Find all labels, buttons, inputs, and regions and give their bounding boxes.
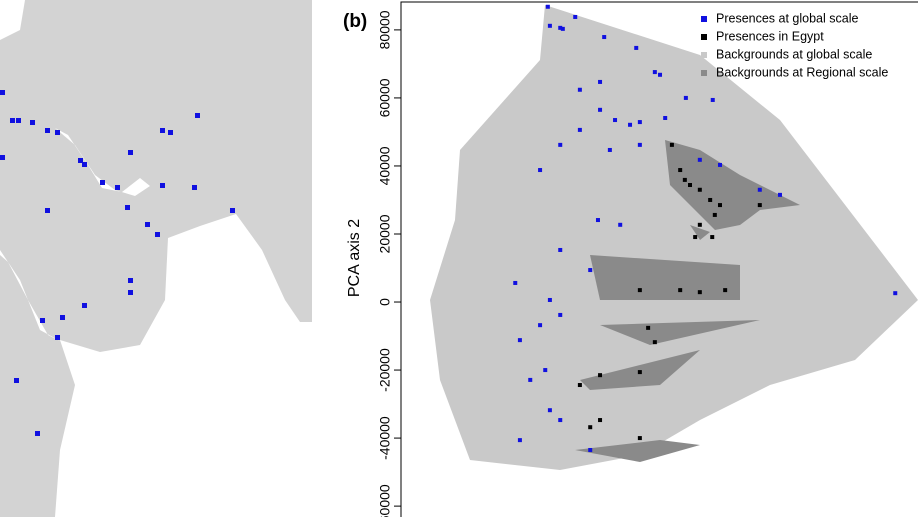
point xyxy=(547,408,552,413)
point xyxy=(697,187,702,192)
point xyxy=(637,120,642,125)
point xyxy=(602,35,607,40)
point xyxy=(697,157,702,162)
point xyxy=(560,26,565,31)
y-tick-label: 20000 xyxy=(377,214,393,253)
point xyxy=(658,72,663,77)
panel-label: (b) xyxy=(343,11,367,32)
point xyxy=(628,122,633,127)
point xyxy=(538,168,543,173)
y-tick-label: -20000 xyxy=(377,348,393,392)
point xyxy=(545,4,550,9)
point xyxy=(710,97,715,102)
point xyxy=(613,118,618,123)
point xyxy=(598,418,603,423)
y-tick-label: -60000 xyxy=(377,484,393,517)
point xyxy=(558,247,563,252)
point xyxy=(637,142,642,147)
point xyxy=(893,291,898,296)
point xyxy=(678,288,683,293)
background-global-cloud xyxy=(430,5,918,470)
point xyxy=(717,162,722,167)
point xyxy=(598,373,603,378)
legend-label: Presences at global scale xyxy=(716,11,858,25)
legend-swatch xyxy=(701,70,707,76)
point xyxy=(517,438,522,443)
plot-frame xyxy=(400,1,918,517)
legend-label: Backgrounds at Regional scale xyxy=(716,65,888,79)
y-tick-label: 40000 xyxy=(377,146,393,185)
legend-swatch xyxy=(701,34,707,40)
point xyxy=(708,197,713,202)
point xyxy=(712,212,717,217)
point xyxy=(528,377,533,382)
y-tick-label: 80000 xyxy=(377,10,393,49)
point xyxy=(646,325,651,330)
point xyxy=(697,222,702,227)
point xyxy=(598,79,603,84)
point xyxy=(652,340,657,345)
point xyxy=(558,418,563,423)
point xyxy=(634,45,639,50)
map-points xyxy=(0,90,235,436)
point xyxy=(577,87,582,92)
legend: Presences at global scale Presences in Eg… xyxy=(701,11,888,79)
point xyxy=(697,290,702,295)
point xyxy=(543,368,548,373)
point xyxy=(693,235,698,240)
point xyxy=(663,115,668,120)
point xyxy=(682,177,687,182)
point xyxy=(723,288,728,293)
point xyxy=(538,323,543,328)
map-panel xyxy=(0,0,312,517)
point xyxy=(558,25,563,30)
point xyxy=(757,187,762,192)
point xyxy=(757,203,762,208)
point xyxy=(588,268,593,273)
point xyxy=(717,203,722,208)
point xyxy=(598,107,603,112)
point xyxy=(652,70,657,75)
point xyxy=(683,95,688,100)
y-axis-label: PCA axis 2 xyxy=(346,219,363,297)
point xyxy=(595,218,600,223)
point xyxy=(637,436,642,441)
point xyxy=(577,383,582,388)
point xyxy=(577,127,582,132)
point xyxy=(710,235,715,240)
sea-north xyxy=(0,0,25,40)
point xyxy=(547,23,552,28)
point xyxy=(573,14,578,19)
point xyxy=(637,288,642,293)
legend-label: Backgrounds at global scale xyxy=(716,47,872,61)
point xyxy=(517,338,522,343)
background-regional-cloud xyxy=(575,140,800,462)
point xyxy=(777,192,782,197)
point xyxy=(513,280,518,285)
point xyxy=(588,425,593,430)
point xyxy=(558,142,563,147)
point xyxy=(607,147,612,152)
legend-swatch xyxy=(701,52,707,58)
sea xyxy=(55,214,312,517)
y-tick-label: 0 xyxy=(377,298,393,306)
legend-label: Presences in Egypt xyxy=(716,29,824,43)
point xyxy=(678,168,683,173)
y-tick-label: -40000 xyxy=(377,416,393,460)
point xyxy=(547,297,552,302)
point xyxy=(637,370,642,375)
y-tick-label: 60000 xyxy=(377,78,393,117)
point xyxy=(558,312,563,317)
point xyxy=(669,142,674,147)
point xyxy=(618,222,623,227)
point xyxy=(688,183,693,188)
legend-swatch xyxy=(701,16,707,22)
point xyxy=(588,447,593,452)
